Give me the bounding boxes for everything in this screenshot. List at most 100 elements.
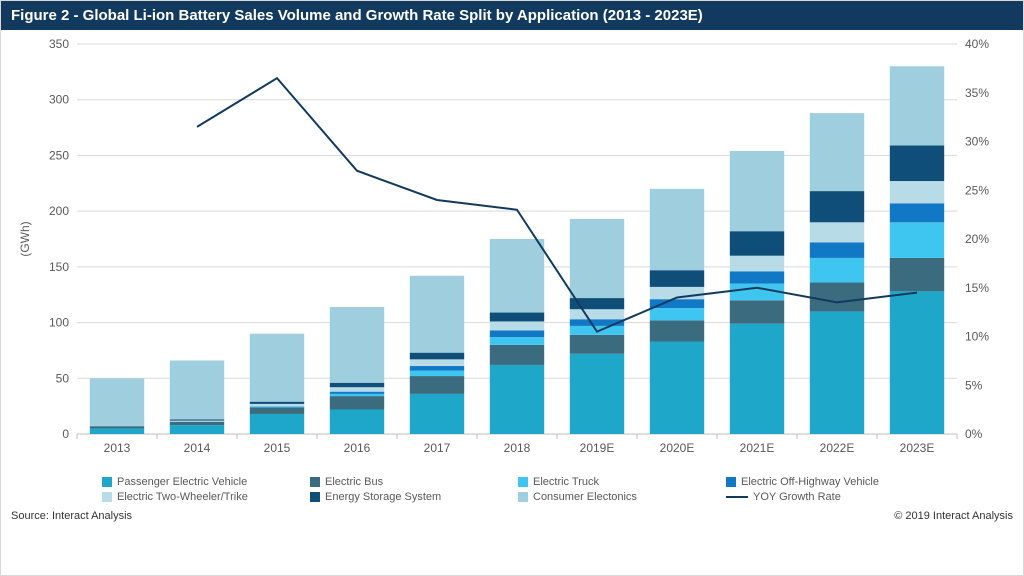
bar-segment-etwo xyxy=(330,387,384,391)
bar-segment-ebus xyxy=(650,320,704,341)
source-label: Source: Interact Analysis xyxy=(11,510,132,522)
bar-segment-pev xyxy=(330,409,384,434)
bar-segment-ebus xyxy=(730,300,784,323)
legend-item: YOY Growth Rate xyxy=(726,491,916,503)
legend-item: Electric Two-Wheeler/Trike xyxy=(102,491,292,503)
bar-segment-pev xyxy=(730,324,784,434)
bar-segment-etwo xyxy=(570,309,624,319)
bar-segment-ebus xyxy=(490,345,544,365)
bar-segment-ess xyxy=(170,420,224,421)
legend-item: Consumer Electonics xyxy=(518,491,708,503)
bar-segment-etruck xyxy=(650,308,704,320)
bar-segment-pev xyxy=(810,311,864,434)
bar-segment-etruck xyxy=(410,370,464,376)
bar-segment-eoffhwy xyxy=(410,366,464,370)
svg-text:0: 0 xyxy=(62,427,69,441)
bar-segment-pev xyxy=(570,354,624,434)
bar-segment-eoffhwy xyxy=(650,299,704,308)
bar-segment-celec xyxy=(650,189,704,270)
svg-text:25%: 25% xyxy=(965,183,989,197)
chart-svg: 0501001502002503003500%5%10%15%20%25%30%… xyxy=(7,36,1017,506)
legend-label: Electric Off-Highway Vehicle xyxy=(741,476,879,488)
svg-text:100: 100 xyxy=(49,316,69,330)
svg-text:350: 350 xyxy=(49,37,69,51)
legend-label: Electric Truck xyxy=(533,476,599,488)
bar-segment-etwo xyxy=(170,421,224,422)
legend-label: Electric Bus xyxy=(325,476,383,488)
legend-label: Passenger Electric Vehicle xyxy=(117,476,247,488)
legend-line-swatch xyxy=(726,496,748,498)
legend-item: Electric Bus xyxy=(310,476,500,488)
footer: Source: Interact Analysis © 2019 Interac… xyxy=(7,510,1017,522)
bar-segment-eoffhwy xyxy=(810,242,864,258)
bar-segment-ess xyxy=(810,191,864,222)
legend-item: Passenger Electric Vehicle xyxy=(102,476,292,488)
bar-segment-celec xyxy=(170,360,224,419)
x-category-label: 2022E xyxy=(820,441,855,455)
legend-swatch xyxy=(518,477,528,487)
bar-segment-etwo xyxy=(730,256,784,272)
svg-text:(GWh): (GWh) xyxy=(18,221,32,256)
x-category-label: 2020E xyxy=(660,441,695,455)
bar-segment-pev xyxy=(650,342,704,434)
legend-item: Energy Storage System xyxy=(310,491,500,503)
x-category-label: 2019E xyxy=(580,441,615,455)
legend: Passenger Electric Vehicle Electric Bus El… xyxy=(102,476,972,506)
bar-segment-etruck xyxy=(250,406,304,407)
bar-segment-ess xyxy=(330,383,384,387)
svg-text:20%: 20% xyxy=(965,232,989,246)
bar-segment-etruck xyxy=(490,337,544,345)
legend-swatch xyxy=(102,492,112,502)
svg-text:5%: 5% xyxy=(965,378,983,392)
bar-segment-ebus xyxy=(250,407,304,414)
legend-swatch xyxy=(310,477,320,487)
x-category-label: 2014 xyxy=(184,441,211,455)
bar-segment-ebus xyxy=(330,396,384,409)
bar-segment-eoffhwy xyxy=(490,330,544,337)
svg-text:40%: 40% xyxy=(965,37,989,51)
bar-segment-celec xyxy=(810,113,864,191)
copyright-label: © 2019 Interact Analysis xyxy=(894,510,1013,522)
bar-segment-ebus xyxy=(890,258,944,291)
chart-title-bar: Figure 2 - Global Li-ion Battery Sales V… xyxy=(1,1,1023,30)
bar-segment-celec xyxy=(490,239,544,313)
x-category-label: 2016 xyxy=(344,441,371,455)
bar-segment-etruck xyxy=(330,394,384,396)
svg-text:250: 250 xyxy=(49,148,69,162)
bar-segment-ebus xyxy=(570,335,624,354)
legend-label: YOY Growth Rate xyxy=(753,491,841,503)
legend-item: Electric Off-Highway Vehicle xyxy=(726,476,916,488)
legend-label: Consumer Electonics xyxy=(533,491,637,503)
x-category-label: 2015 xyxy=(264,441,291,455)
svg-text:200: 200 xyxy=(49,204,69,218)
bar-segment-etwo xyxy=(490,321,544,330)
bar-segment-celec xyxy=(90,378,144,426)
x-category-label: 2023E xyxy=(900,441,935,455)
bar-segment-celec xyxy=(250,334,304,402)
svg-text:150: 150 xyxy=(49,260,69,274)
legend-item: Electric Truck xyxy=(518,476,708,488)
svg-text:10%: 10% xyxy=(965,330,989,344)
bar-segment-etwo xyxy=(250,404,304,406)
legend-swatch xyxy=(518,492,528,502)
svg-text:15%: 15% xyxy=(965,281,989,295)
bar-segment-celec xyxy=(890,66,944,145)
legend-label: Electric Two-Wheeler/Trike xyxy=(117,491,248,503)
legend-swatch xyxy=(726,477,736,487)
bar-segment-etwo xyxy=(890,181,944,203)
bar-segment-ebus xyxy=(170,422,224,425)
bar-segment-etruck xyxy=(890,222,944,258)
bar-segment-etwo xyxy=(810,222,864,242)
bar-segment-ess xyxy=(730,231,784,256)
bar-segment-ess xyxy=(250,402,304,404)
bar-segment-ebus xyxy=(90,426,144,428)
bar-segment-pev xyxy=(90,428,144,434)
chart-title: Figure 2 - Global Li-ion Battery Sales V… xyxy=(11,7,703,24)
bar-segment-pev xyxy=(490,365,544,434)
bar-segment-celec xyxy=(410,276,464,353)
bar-segment-etwo xyxy=(410,359,464,366)
x-category-label: 2018 xyxy=(504,441,531,455)
bar-segment-ess xyxy=(410,353,464,360)
svg-text:35%: 35% xyxy=(965,86,989,100)
bar-segment-celec xyxy=(730,151,784,231)
